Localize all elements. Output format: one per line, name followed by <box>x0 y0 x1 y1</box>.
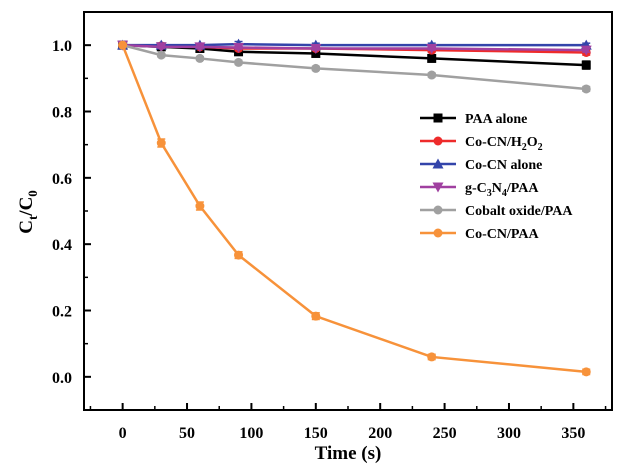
data-point-circle <box>118 40 128 50</box>
y-tick-label: 0.6 <box>52 171 72 188</box>
data-point-circle <box>427 352 437 362</box>
axis-ticks <box>84 11 607 411</box>
y-tick-label: 0.2 <box>52 304 72 321</box>
legend-label-mid: O <box>527 135 538 150</box>
legend-label-post: /PAA <box>506 181 540 196</box>
y-axis-title: Ct/C0 <box>16 190 40 234</box>
y-axis-title-main: C <box>16 220 37 234</box>
x-tick-label: 100 <box>239 425 263 442</box>
x-tick-labels: 0 50 100 150 200 250 300 350 <box>119 425 586 442</box>
legend-label-mid: N <box>492 181 502 196</box>
data-point-circle <box>234 57 244 67</box>
data-point-triangle-down <box>432 182 444 193</box>
legend-item: g-C3N4/PAA <box>420 181 539 199</box>
legend-label-sub2: 2 <box>538 142 543 153</box>
y-axis-title-sub1: t <box>25 215 40 220</box>
legend-label: PAA alone <box>465 112 527 127</box>
legend-label: Cobalt oxide/PAA <box>465 204 573 219</box>
data-point-circle <box>433 205 443 215</box>
legend-label-pre: PAA alone <box>465 112 527 127</box>
legend-item: PAA alone <box>420 112 527 127</box>
data-point-triangle-down <box>194 42 206 53</box>
y-tick-label: 0.8 <box>52 105 72 122</box>
y-tick-label: 1.0 <box>52 38 72 55</box>
data-point-circle <box>427 70 437 80</box>
data-point-triangle-down <box>233 42 245 53</box>
data-point-circle <box>156 50 166 60</box>
legend-item: Co-CN/PAA <box>420 227 540 242</box>
legend-label-sub1: 2 <box>522 142 527 153</box>
legend-label: Co-CN/H2O2 <box>465 135 543 153</box>
legend-label: Co-CN/PAA <box>465 227 540 242</box>
y-tick-label: 0.0 <box>52 370 72 387</box>
data-point-circle <box>433 228 443 238</box>
y-axis-title-sub2: 0 <box>25 190 40 197</box>
x-tick-label: 0 <box>119 425 127 442</box>
legend-label: g-C3N4/PAA <box>465 181 539 199</box>
legend-label-sub2: 4 <box>502 188 507 199</box>
legend-label-pre: Co-CN/H <box>465 135 522 150</box>
y-tick-labels: 0.0 0.2 0.4 0.6 0.8 1.0 <box>52 38 72 387</box>
data-point-triangle-down <box>155 42 167 53</box>
x-tick-label: 250 <box>433 425 457 442</box>
data-point-square <box>427 53 437 63</box>
data-point-triangle <box>432 158 444 169</box>
data-point-circle <box>311 311 321 321</box>
data-point-square <box>433 113 443 123</box>
legend-item: Co-CN/H2O2 <box>420 135 543 153</box>
legend-item: Co-CN alone <box>420 158 542 173</box>
legend-label-pre: Co-CN alone <box>465 158 542 173</box>
legend-label-pre: Cobalt oxide/PAA <box>465 204 573 219</box>
data-point-circle <box>234 250 244 260</box>
data-point-square <box>581 60 591 70</box>
x-tick-label: 150 <box>304 425 328 442</box>
x-axis-title: Time (s) <box>315 443 382 464</box>
data-point-circle <box>156 138 166 148</box>
data-point-triangle-down <box>580 45 592 56</box>
legend-label-pre: Co-CN/PAA <box>465 227 540 242</box>
series-5 <box>118 40 591 377</box>
y-tick-label: 0.4 <box>52 237 72 254</box>
x-tick-label: 350 <box>561 425 585 442</box>
data-point-circle <box>433 136 443 146</box>
data-point-circle <box>581 84 591 94</box>
legend-label: Co-CN alone <box>465 158 542 173</box>
y-axis-title-mid: /C <box>16 197 37 217</box>
x-tick-label: 50 <box>179 425 195 442</box>
series-layer <box>117 38 592 377</box>
legend-label-sub1: 3 <box>487 188 492 199</box>
legend-label-pre: g-C <box>465 181 487 196</box>
data-point-triangle-down <box>310 43 322 54</box>
series-3 <box>117 40 592 56</box>
data-point-circle <box>195 53 205 63</box>
legend-item: Cobalt oxide/PAA <box>420 204 573 219</box>
data-point-circle <box>311 63 321 73</box>
series-line <box>122 42 587 47</box>
x-tick-label: 200 <box>368 425 392 442</box>
x-tick-label: 300 <box>497 425 521 442</box>
data-point-triangle-down <box>426 43 438 54</box>
data-point-circle <box>581 367 591 377</box>
data-point-circle <box>195 201 205 211</box>
